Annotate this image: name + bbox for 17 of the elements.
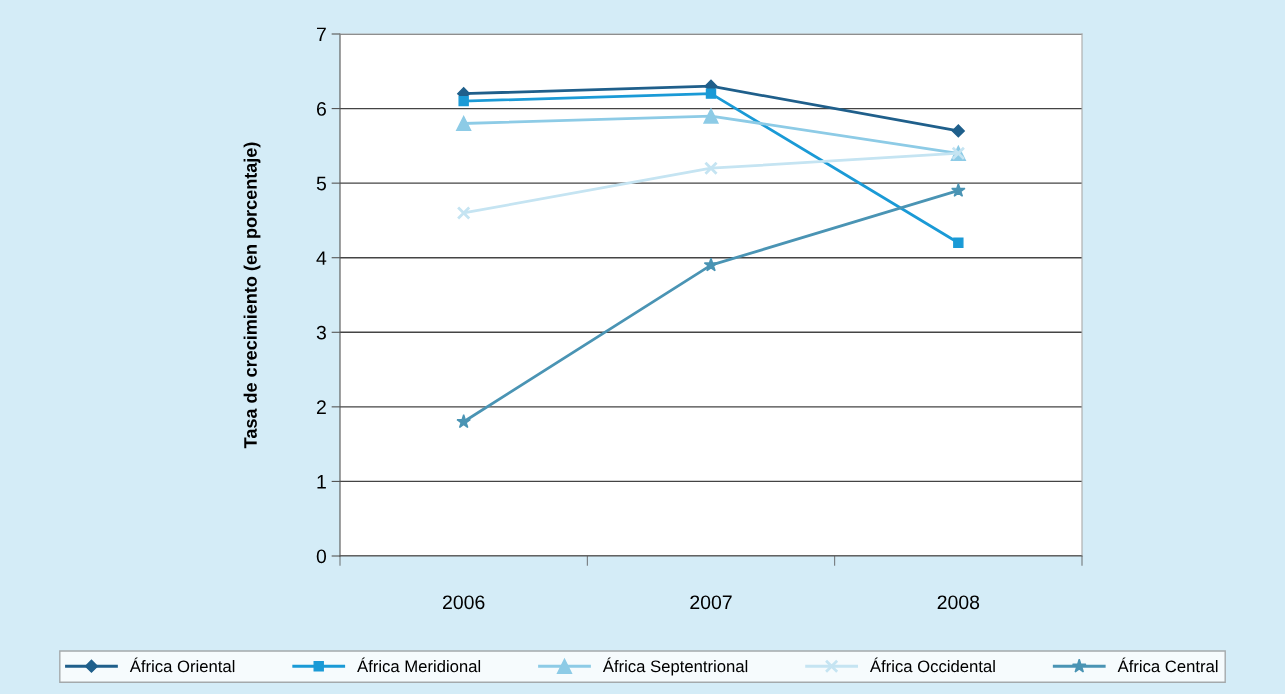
x-tick-label: 2006 (443, 595, 485, 610)
x-tick-label: 2007 (690, 595, 732, 610)
legend-label: África Central (1117, 657, 1218, 673)
legend-label: África Septentrional (602, 657, 748, 676)
legend-label: África Oriental (129, 657, 235, 673)
y-tick-label: 0 (316, 549, 327, 564)
y-tick-label: 7 (316, 27, 326, 42)
y-axis-title: Tasa de crecimiento (en porcentaje) (243, 142, 261, 449)
y-tick-label: 6 (316, 102, 326, 116)
y-tick-label: 2 (316, 400, 326, 414)
x-tick-label: 2008 (937, 595, 980, 610)
legend-label: África Meridional (357, 657, 481, 673)
y-tick-label: 3 (316, 325, 326, 340)
y-tick-label: 5 (316, 176, 326, 191)
y-tick-label: 1 (317, 475, 326, 489)
legend-label: África Occidental (869, 657, 995, 673)
y-tick-label: 4 (316, 251, 327, 265)
